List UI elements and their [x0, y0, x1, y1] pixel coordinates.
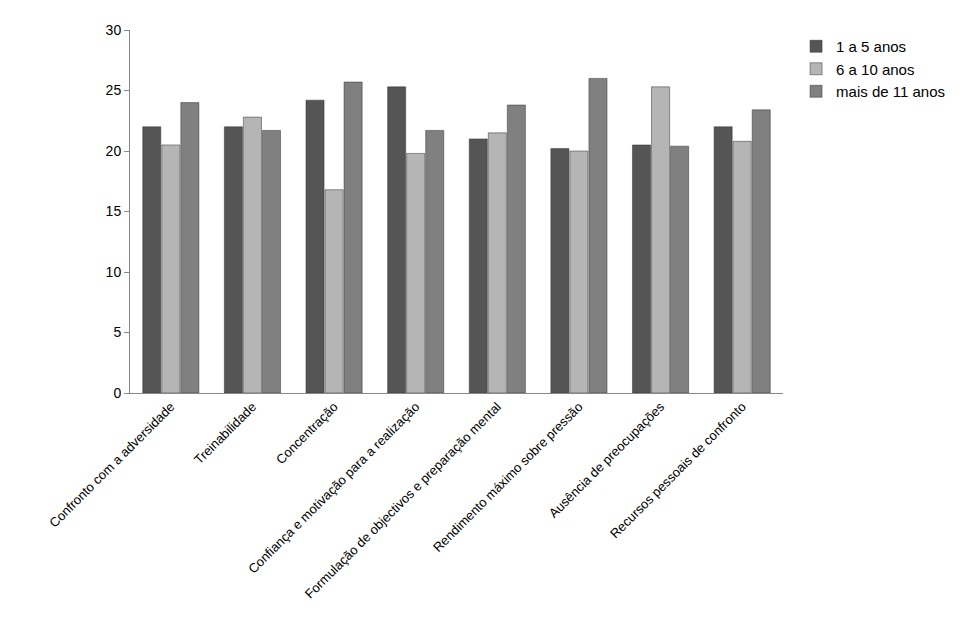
svg-text:Rendimento máximo sobre pressã: Rendimento máximo sobre pressão — [430, 399, 586, 555]
svg-text:mais de 11 anos: mais de 11 anos — [836, 83, 945, 100]
svg-text:Recursos pessoais de confronto: Recursos pessoais de confronto — [607, 399, 749, 541]
svg-text:Concentração: Concentração — [273, 399, 341, 467]
svg-text:10: 10 — [106, 264, 122, 280]
svg-text:6 a 10 anos: 6 a 10 anos — [836, 61, 914, 78]
svg-text:15: 15 — [106, 203, 122, 219]
svg-text:5: 5 — [113, 324, 121, 340]
svg-text:Confronto com a adversidade: Confronto com a adversidade — [46, 399, 177, 530]
svg-text:Ausência de preocupações: Ausência de preocupações — [546, 399, 668, 521]
svg-text:25: 25 — [106, 82, 122, 98]
svg-text:30: 30 — [106, 22, 122, 38]
svg-text:Confiança e motivação para a r: Confiança e motivação para a realização — [245, 399, 422, 576]
svg-text:Treinabilidade: Treinabilidade — [191, 399, 259, 467]
svg-text:Formulação de objectivos e pre: Formulação de objectivos e preparação me… — [302, 399, 504, 601]
svg-text:0: 0 — [113, 385, 121, 401]
svg-text:1 a 5 anos: 1 a 5 anos — [836, 38, 906, 55]
svg-text:20: 20 — [106, 143, 122, 159]
